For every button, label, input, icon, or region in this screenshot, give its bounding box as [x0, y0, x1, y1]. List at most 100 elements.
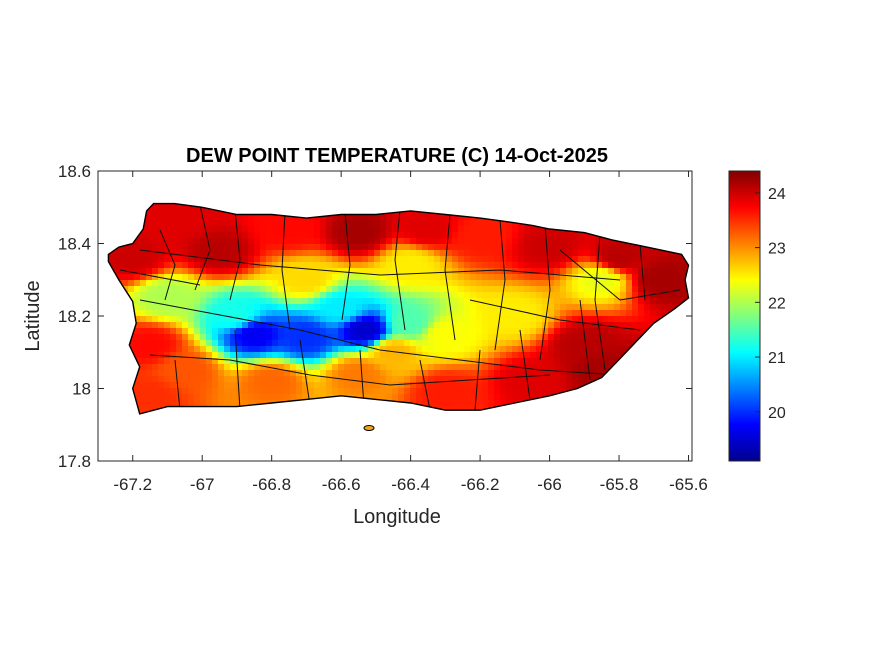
- heat-cell: [680, 256, 687, 263]
- heat-cell: [356, 352, 363, 359]
- heat-cell: [410, 238, 417, 245]
- heat-cell: [542, 280, 549, 287]
- heat-cell: [572, 316, 579, 323]
- heat-cell: [344, 262, 351, 269]
- heat-cell: [626, 298, 633, 305]
- heat-cell: [332, 226, 339, 233]
- heat-cell: [308, 268, 315, 275]
- heat-cell: [590, 286, 597, 293]
- heat-cell: [284, 274, 291, 281]
- heat-cell: [194, 388, 201, 395]
- heat-cell: [416, 298, 423, 305]
- heat-cell: [350, 226, 357, 233]
- heat-cell: [392, 328, 399, 335]
- heat-cell: [410, 220, 417, 227]
- heat-cell: [314, 262, 321, 269]
- heat-cell: [428, 250, 435, 257]
- heat-cell: [188, 292, 195, 299]
- heat-cell: [302, 274, 309, 281]
- heat-cell: [182, 328, 189, 335]
- heat-cell: [392, 304, 399, 311]
- heat-cell: [536, 322, 543, 329]
- heat-cell: [524, 286, 531, 293]
- heat-cell: [380, 256, 387, 263]
- heat-cell: [170, 203, 177, 209]
- heat-cell: [200, 232, 207, 239]
- heat-cell: [170, 394, 177, 401]
- heat-cell: [446, 406, 453, 413]
- heat-cell: [398, 352, 405, 359]
- heat-cell: [158, 262, 165, 269]
- heat-cell: [182, 226, 189, 233]
- heat-cell: [548, 376, 555, 383]
- heat-cell: [392, 394, 399, 401]
- heat-cell: [470, 244, 477, 251]
- heat-cell: [434, 262, 441, 269]
- heat-cell: [230, 358, 237, 365]
- heat-cell: [254, 358, 261, 365]
- heat-cell: [530, 292, 537, 299]
- heat-cell: [524, 394, 531, 401]
- heat-cell: [332, 262, 339, 269]
- heat-cell: [314, 256, 321, 263]
- heat-cell: [404, 388, 411, 395]
- heat-cell: [302, 340, 309, 347]
- heat-cell: [158, 364, 165, 371]
- heat-cell: [320, 292, 327, 299]
- heat-cell: [380, 304, 387, 311]
- heat-cell: [482, 394, 489, 401]
- heat-cell: [284, 286, 291, 293]
- heat-cell: [518, 370, 525, 377]
- heat-cell: [194, 256, 201, 263]
- heat-cell: [458, 220, 465, 227]
- heat-cell: [464, 298, 471, 305]
- heat-cell: [392, 232, 399, 239]
- heat-cell: [440, 250, 447, 257]
- heat-cell: [224, 268, 231, 275]
- heat-cell: [524, 358, 531, 365]
- heat-cell: [506, 310, 513, 317]
- heat-cell: [182, 292, 189, 299]
- heat-cell: [416, 274, 423, 281]
- heat-cell: [548, 268, 555, 275]
- heat-cell: [626, 334, 633, 341]
- heat-cell: [140, 304, 147, 311]
- heat-cell: [494, 382, 501, 389]
- heat-cell: [392, 286, 399, 293]
- heat-cell: [386, 352, 393, 359]
- heat-cell: [188, 328, 195, 335]
- heat-cell: [350, 214, 357, 221]
- heat-cell: [248, 274, 255, 281]
- heat-cell: [344, 334, 351, 341]
- heat-cell: [632, 244, 639, 251]
- heat-cell: [362, 352, 369, 359]
- heat-cell: [272, 280, 279, 287]
- heat-cell: [374, 232, 381, 239]
- heat-cell: [338, 226, 345, 233]
- heat-cell: [416, 214, 423, 221]
- heat-cell: [206, 250, 213, 257]
- heat-cell: [566, 358, 573, 365]
- heat-cell: [452, 370, 459, 377]
- heat-cell: [158, 394, 165, 401]
- heat-cell: [242, 370, 249, 377]
- heat-cell: [248, 370, 255, 377]
- heat-cell: [314, 244, 321, 251]
- heat-cell: [584, 286, 591, 293]
- heat-cell: [464, 316, 471, 323]
- heat-cell: [260, 310, 267, 317]
- heat-cell: [254, 298, 261, 305]
- heat-cell: [404, 244, 411, 251]
- heat-cell: [410, 250, 417, 257]
- heat-cell: [584, 268, 591, 275]
- heat-cell: [332, 328, 339, 335]
- heat-cell: [188, 232, 195, 239]
- heat-cell: [230, 310, 237, 317]
- heat-cell: [182, 220, 189, 227]
- heat-cell: [170, 388, 177, 395]
- heat-cell: [368, 262, 375, 269]
- heat-cell: [488, 316, 495, 323]
- heat-cell: [458, 298, 465, 305]
- heat-cell: [572, 352, 579, 359]
- heat-cell: [440, 322, 447, 329]
